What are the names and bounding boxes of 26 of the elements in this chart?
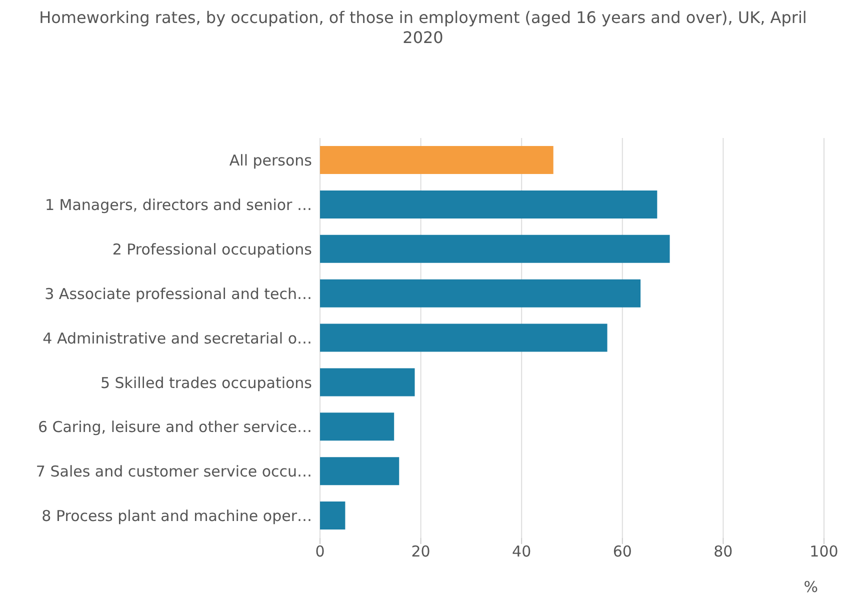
y-tick-label: 2 Professional occupations [112,240,312,258]
x-tick-label: 0 [315,542,325,561]
x-tick-label: 80 [714,542,733,561]
bar [320,324,608,352]
x-axis-title: % [804,578,818,596]
bar [320,457,400,486]
y-tick-label: 4 Administrative and secretarial o… [42,329,312,348]
chart-title: Homeworking rates, by occupation, of those in employment (aged 16 years and over), UK, April 2020 [38,8,808,49]
bar [320,412,394,441]
x-tick-label: 40 [512,542,532,561]
y-tick-label: 3 Associate professional and tech… [44,284,312,303]
y-tick-label: 1 Managers, directors and senior … [44,196,312,214]
y-tick-label: All persons [229,152,312,170]
bar [320,279,641,308]
bar [320,190,658,218]
bar [320,502,346,530]
y-tick-label: 7 Sales and customer service occu… [36,462,312,481]
y-tick-label: 6 Caring, leisure and other service… [38,418,312,436]
bar [320,234,670,263]
y-tick-label: 5 Skilled trades occupations [100,374,312,392]
x-tick-label: 60 [612,542,632,561]
bar [320,146,554,174]
x-tick-label: 20 [411,542,430,561]
x-tick-label: 100 [810,542,838,561]
y-tick-label: 8 Process plant and machine oper… [42,507,312,526]
bar [320,368,415,396]
